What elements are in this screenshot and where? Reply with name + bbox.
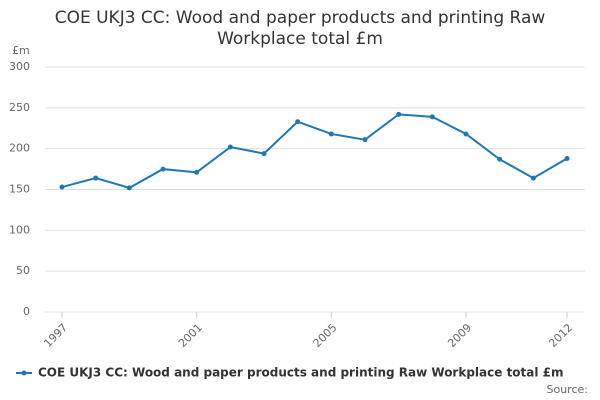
x-tick-label: 1997 (41, 321, 70, 350)
point (328, 131, 334, 137)
y-tick-label: 300 (9, 60, 30, 73)
y-tick-label: 200 (9, 142, 30, 155)
point (59, 184, 65, 190)
point (261, 151, 267, 157)
x-tick-label: 2012 (546, 321, 575, 350)
x-tick-label: 2009 (445, 321, 474, 350)
point (160, 166, 166, 172)
point (530, 175, 536, 181)
point (396, 111, 402, 117)
point (429, 114, 435, 120)
chart-title: COE UKJ3 CC: Wood and paper products and… (55, 8, 546, 49)
y-tick-label: 0 (23, 305, 30, 318)
series-line (61, 113, 568, 189)
y-tick-label: 250 (9, 101, 30, 114)
legend-symbol (21, 370, 27, 376)
point (463, 131, 469, 137)
y-tick-label: 150 (9, 183, 30, 196)
source: Source: (547, 383, 589, 396)
y-tick-label: 50 (16, 264, 30, 277)
point (295, 119, 301, 125)
point (93, 175, 99, 181)
point (362, 137, 368, 143)
y-tick-label: 100 (9, 223, 30, 236)
point (126, 185, 132, 191)
point (497, 156, 503, 162)
legend-label: COE UKJ3 CC: Wood and paper products and… (38, 366, 564, 380)
point (564, 155, 570, 161)
point (227, 144, 233, 150)
x-tick-label: 2005 (311, 321, 340, 350)
y-axis-label: £m (12, 44, 30, 57)
x-tick-label: 2001 (176, 321, 205, 350)
point (194, 169, 200, 175)
